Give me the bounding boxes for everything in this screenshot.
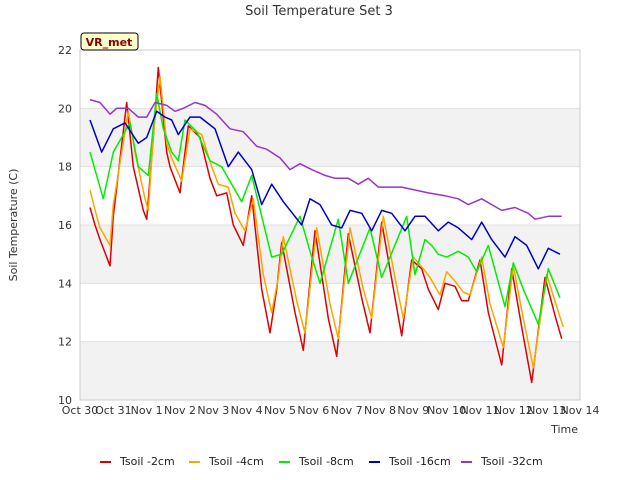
x-tick-label: Nov 2	[164, 404, 196, 417]
y-tick-label: 18	[58, 161, 72, 174]
plot-frame	[79, 49, 581, 401]
y-tick-label: 10	[58, 394, 72, 407]
x-tick-label: Nov 5	[264, 404, 296, 417]
x-tick-label: Nov 1	[131, 404, 163, 417]
legend-label: Tsoil -4cm	[208, 455, 264, 468]
series-line-tsoil-4cm	[89, 75, 565, 369]
x-tick-label: Nov 10	[427, 404, 466, 417]
y-tick-label: 16	[58, 219, 72, 232]
x-tick-label: Oct 30	[62, 404, 99, 417]
y-tick-label: 20	[58, 102, 72, 115]
series-line-tsoil-8cm	[89, 93, 561, 325]
y-tick-label: 14	[58, 277, 72, 290]
x-tick-label: Nov 3	[197, 404, 229, 417]
station-badge-label: VR_met	[86, 36, 133, 49]
series-line-tsoil-32cm	[89, 98, 562, 220]
station-badge: VR_met	[80, 32, 139, 51]
background-band	[80, 225, 580, 284]
series-line-tsoil-16cm	[89, 110, 561, 270]
x-axis-label: Time	[550, 423, 578, 436]
legend-label: Tsoil -8cm	[298, 455, 354, 468]
x-tick-label: Nov 4	[231, 404, 263, 417]
x-tick-label: Nov 8	[364, 404, 396, 417]
y-tick-label: 22	[58, 44, 72, 57]
background-bands	[80, 108, 580, 400]
y-axis-ticks: 10 12 14 16 18 20 22	[58, 44, 72, 407]
y-tick-label: 12	[58, 336, 72, 349]
chart-title: Soil Temperature Set 3	[245, 4, 393, 19]
background-band	[80, 341, 580, 400]
series-lines	[89, 66, 565, 384]
legend-label: Tsoil -32cm	[480, 455, 543, 468]
x-tick-label: Nov 7	[331, 404, 363, 417]
x-tick-label: Nov 12	[494, 404, 533, 417]
x-tick-label: Nov 13	[527, 404, 566, 417]
x-tick-label: Nov 11	[461, 404, 500, 417]
x-tick-label: Nov 6	[297, 404, 329, 417]
x-tick-label: Oct 31	[95, 404, 132, 417]
plot-area	[79, 49, 581, 401]
x-tick-label: Nov 9	[397, 404, 429, 417]
legend: Tsoil -2cm Tsoil -4cm Tsoil -8cm Tsoil -16c…	[100, 455, 543, 468]
legend-label: Tsoil -16cm	[388, 455, 451, 468]
y-axis-label: Soil Temperature (C)	[7, 169, 20, 282]
legend-label: Tsoil -2cm	[119, 455, 175, 468]
x-tick-label: Nov 14	[561, 404, 600, 417]
